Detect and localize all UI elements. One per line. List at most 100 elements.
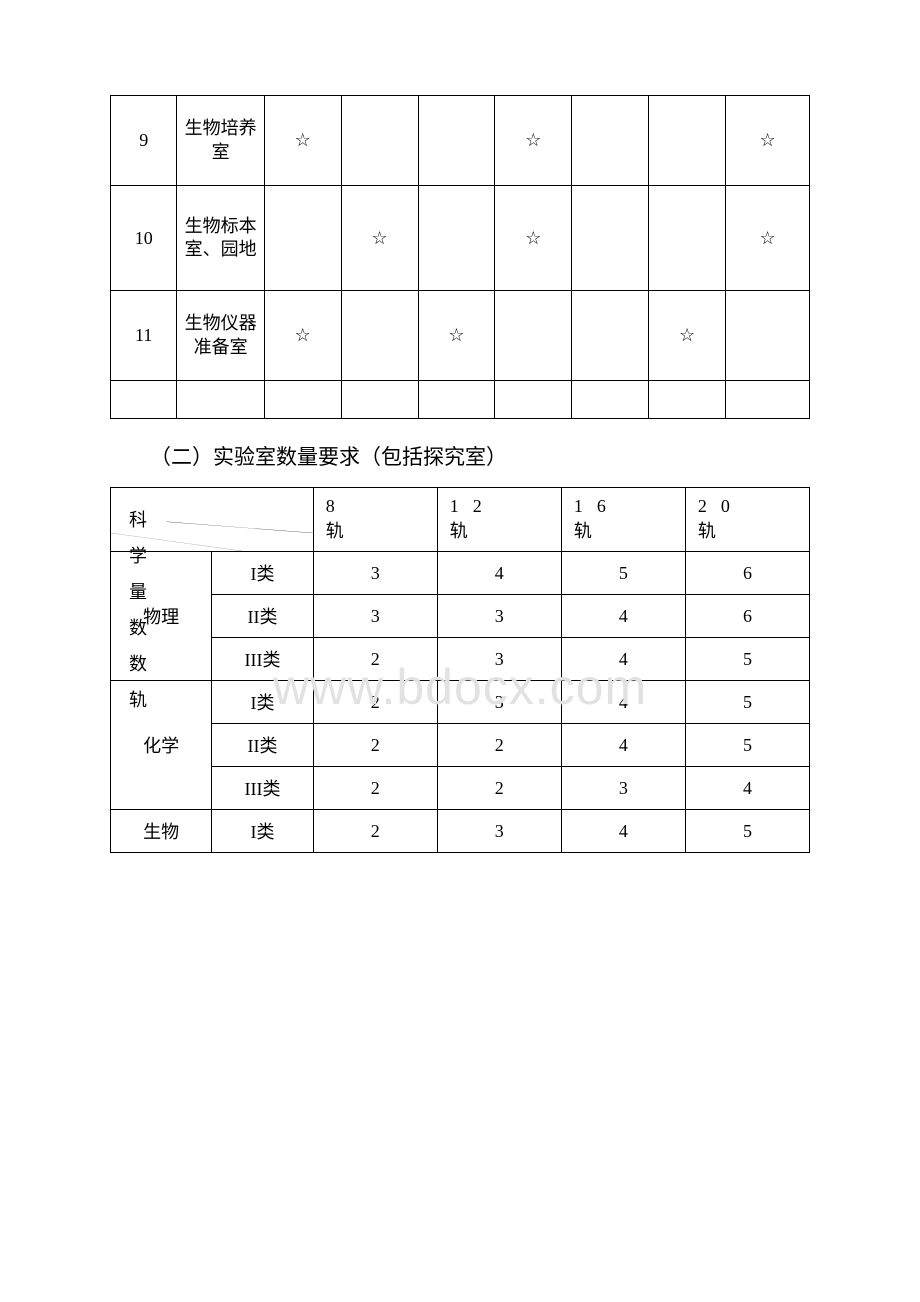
star-cell: ☆ [264, 291, 341, 381]
table-row: II类3346 [111, 595, 810, 638]
row-index: 10 [111, 186, 177, 291]
value-cell: 3 [437, 638, 561, 681]
value-cell: 6 [685, 595, 809, 638]
table-row [111, 381, 810, 419]
table2-header-row: 科学量数数轨8轨12轨16轨20轨 [111, 488, 810, 552]
value-cell: 2 [313, 681, 437, 724]
value-cell: 4 [437, 552, 561, 595]
value-cell: 3 [313, 552, 437, 595]
star-cell [649, 186, 726, 291]
room-name: 生物培养室 [177, 96, 264, 186]
track-number: 12 [450, 496, 496, 516]
row-index [111, 381, 177, 419]
track-suffix: 轨 [450, 521, 468, 541]
lab-rooms-table: 9生物培养室☆☆☆10生物标本室、园地☆☆☆11生物仪器准备室☆☆☆ [110, 95, 810, 419]
star-cell [649, 96, 726, 186]
category-cell: I类 [212, 552, 313, 595]
row-index: 11 [111, 291, 177, 381]
category-cell: II类 [212, 595, 313, 638]
table-row: III类2234 [111, 767, 810, 810]
star-cell [418, 381, 495, 419]
star-cell: ☆ [495, 96, 572, 186]
diagonal-header-cell: 科学量数数轨 [111, 488, 314, 552]
track-suffix: 轨 [326, 521, 344, 541]
room-name-text: 生物标本室、园地 [181, 215, 259, 262]
table-row: 物理I类3456 [111, 552, 810, 595]
star-cell: ☆ [649, 291, 726, 381]
track-number: 8 [326, 496, 349, 516]
track-header: 16 轨 [561, 488, 685, 552]
subject-cell: 化学 [111, 681, 212, 810]
star-cell [572, 96, 649, 186]
star-cell [572, 291, 649, 381]
star-cell [572, 186, 649, 291]
track-number: 16 [574, 496, 620, 516]
star-cell: ☆ [341, 186, 418, 291]
star-cell: ☆ [418, 291, 495, 381]
table-row: III类2345 [111, 638, 810, 681]
track-header: 12 轨 [437, 488, 561, 552]
star-cell [726, 381, 810, 419]
table1-body: 9生物培养室☆☆☆10生物标本室、园地☆☆☆11生物仪器准备室☆☆☆ [111, 96, 810, 419]
value-cell: 4 [561, 724, 685, 767]
subject-cell: 物理 [111, 552, 212, 681]
table-row: 11生物仪器准备室☆☆☆ [111, 291, 810, 381]
value-cell: 5 [561, 552, 685, 595]
lab-count-wrapper: www.bdocx.com 科学量数数轨8轨12轨16轨20轨物理I类3456I… [110, 487, 810, 853]
star-cell [572, 381, 649, 419]
track-header: 8轨 [313, 488, 437, 552]
table-row: II类2245 [111, 724, 810, 767]
value-cell: 2 [437, 724, 561, 767]
section-title: （二）实验室数量要求（包括探究室） [150, 441, 810, 471]
room-name-text: 生物培养室 [181, 117, 259, 164]
category-cell: I类 [212, 810, 313, 853]
lab-count-table: 科学量数数轨8轨12轨16轨20轨物理I类3456II类3346III类2345… [110, 487, 810, 853]
value-cell: 5 [685, 724, 809, 767]
star-cell [418, 96, 495, 186]
star-cell [341, 96, 418, 186]
value-cell: 4 [561, 595, 685, 638]
star-cell [726, 291, 810, 381]
category-cell: I类 [212, 681, 313, 724]
table-row: 生物I类2345 [111, 810, 810, 853]
category-cell: III类 [212, 638, 313, 681]
value-cell: 4 [561, 810, 685, 853]
room-name-text: 生物仪器准备室 [181, 312, 259, 359]
star-cell [341, 291, 418, 381]
star-cell [264, 381, 341, 419]
value-cell: 2 [313, 767, 437, 810]
star-cell [495, 291, 572, 381]
value-cell: 2 [437, 767, 561, 810]
value-cell: 5 [685, 638, 809, 681]
star-cell [495, 381, 572, 419]
value-cell: 2 [313, 724, 437, 767]
value-cell: 3 [437, 681, 561, 724]
value-cell: 4 [561, 638, 685, 681]
value-cell: 4 [561, 681, 685, 724]
value-cell: 3 [313, 595, 437, 638]
room-name [177, 381, 264, 419]
star-cell [418, 186, 495, 291]
star-cell: ☆ [264, 96, 341, 186]
room-name: 生物标本室、园地 [177, 186, 264, 291]
value-cell: 6 [685, 552, 809, 595]
row-index: 9 [111, 96, 177, 186]
room-name: 生物仪器准备室 [177, 291, 264, 381]
track-header: 20 轨 [685, 488, 809, 552]
track-number: 20 [698, 496, 744, 516]
star-cell: ☆ [495, 186, 572, 291]
table-row: 9生物培养室☆☆☆ [111, 96, 810, 186]
track-suffix: 轨 [574, 521, 592, 541]
star-cell [264, 186, 341, 291]
value-cell: 3 [437, 810, 561, 853]
table-row: 化学I类2345 [111, 681, 810, 724]
diagonal-lines-icon [111, 488, 313, 551]
category-cell: III类 [212, 767, 313, 810]
value-cell: 3 [561, 767, 685, 810]
table2-body: 科学量数数轨8轨12轨16轨20轨物理I类3456II类3346III类2345… [111, 488, 810, 853]
category-cell: II类 [212, 724, 313, 767]
subject-cell: 生物 [111, 810, 212, 853]
track-suffix: 轨 [698, 521, 716, 541]
value-cell: 3 [437, 595, 561, 638]
star-cell [649, 381, 726, 419]
